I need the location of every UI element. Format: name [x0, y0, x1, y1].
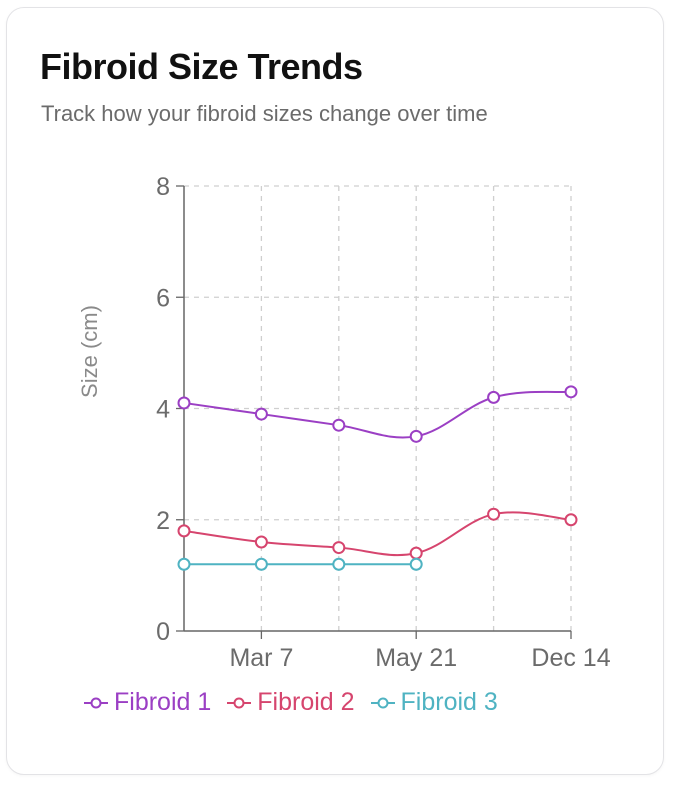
data-point	[177, 557, 191, 571]
x-tick-label: May 21	[375, 644, 457, 672]
x-tick-label: Dec 14	[531, 644, 610, 672]
legend-label: Fibroid 3	[400, 688, 498, 716]
data-point	[332, 557, 346, 571]
series-line-1	[183, 390, 572, 439]
series-line-2	[183, 511, 572, 557]
data-point	[177, 396, 191, 410]
data-point	[254, 535, 268, 549]
data-point	[564, 385, 578, 399]
legend-item-1[interactable]: Fibroid 1	[84, 688, 211, 717]
data-point	[332, 541, 346, 555]
legend-marker-icon	[370, 697, 395, 708]
data-point	[254, 407, 268, 421]
y-tick-label: 2	[156, 507, 170, 535]
legend-label: Fibroid 1	[114, 688, 212, 716]
y-tick-label: 6	[156, 284, 170, 312]
card-subtitle: Track how your fibroid sizes change over…	[41, 101, 488, 126]
y-axis-title: Size (cm)	[77, 305, 102, 398]
y-tick-label: 4	[156, 396, 170, 424]
chart-legend: Fibroid 1 Fibroid 2 Fibroid 3	[84, 688, 498, 717]
legend-item-2[interactable]: Fibroid 2	[227, 688, 355, 717]
data-point	[409, 557, 423, 571]
data-point	[332, 418, 346, 432]
legend-marker-icon	[84, 697, 108, 708]
legend-label: Fibroid 2	[257, 688, 355, 716]
data-point	[487, 390, 501, 404]
data-point	[254, 557, 268, 571]
data-point	[409, 429, 423, 443]
y-tick-label: 0	[156, 618, 170, 646]
legend-marker-icon	[227, 697, 252, 708]
card-title: Fibroid Size Trends	[40, 46, 363, 87]
x-tick-label: Mar 7	[229, 644, 293, 672]
data-point	[564, 513, 578, 527]
data-point	[487, 507, 501, 521]
legend-item-3[interactable]: Fibroid 3	[370, 688, 498, 717]
data-point	[177, 524, 191, 538]
data-point	[409, 546, 423, 560]
y-tick-label: 8	[156, 173, 170, 201]
